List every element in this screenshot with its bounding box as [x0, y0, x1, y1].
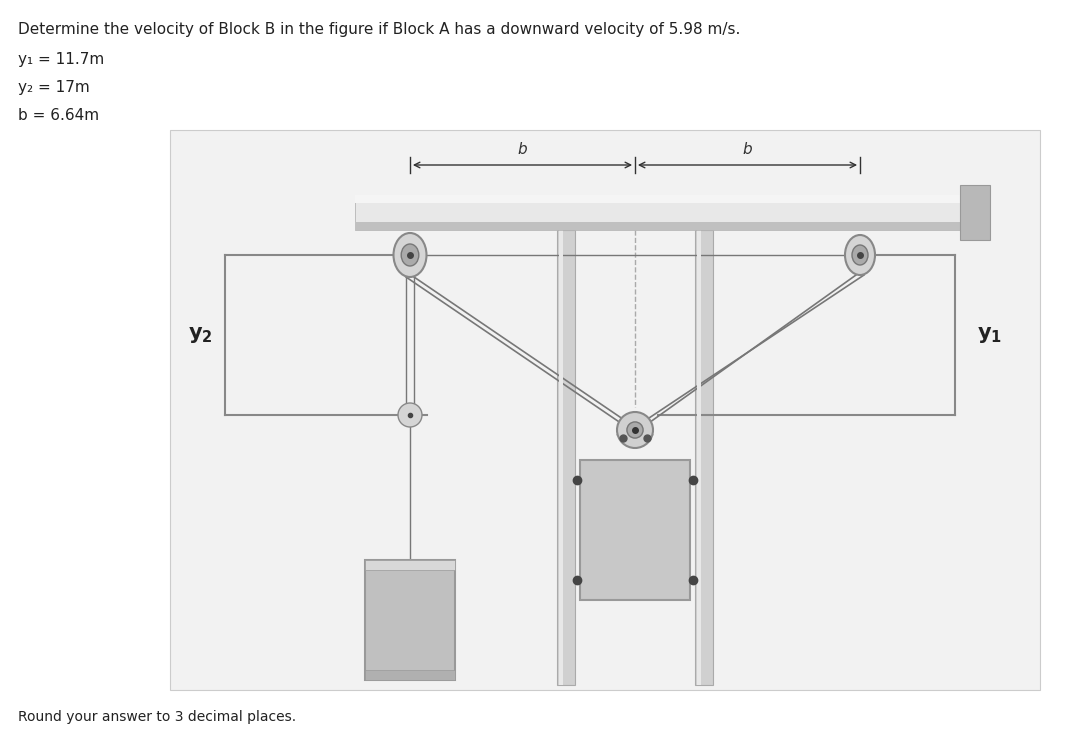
Ellipse shape: [399, 403, 422, 427]
Bar: [365, 560, 455, 680]
Bar: [557, 230, 575, 685]
Text: b: b: [517, 142, 527, 157]
Ellipse shape: [845, 235, 875, 275]
Text: A: A: [629, 520, 642, 539]
Bar: [355, 222, 960, 230]
Text: b = 6.64m: b = 6.64m: [18, 108, 99, 123]
Bar: [365, 560, 455, 570]
Circle shape: [626, 422, 643, 438]
Text: B: B: [403, 610, 417, 629]
Bar: [960, 185, 990, 240]
Circle shape: [617, 412, 653, 448]
Bar: [365, 670, 455, 680]
Ellipse shape: [401, 244, 419, 266]
Polygon shape: [617, 412, 653, 435]
Ellipse shape: [393, 233, 427, 277]
Text: $\mathbf{y_1}$: $\mathbf{y_1}$: [977, 325, 1002, 345]
Text: $\mathbf{y_2}$: $\mathbf{y_2}$: [188, 325, 213, 345]
Bar: [170, 130, 1040, 690]
Bar: [355, 195, 960, 230]
Text: Determine the velocity of Block B in the figure if Block A has a downward veloci: Determine the velocity of Block B in the…: [18, 22, 741, 37]
Text: Round your answer to 3 decimal places.: Round your answer to 3 decimal places.: [18, 710, 296, 724]
Text: b: b: [742, 142, 752, 157]
Bar: [355, 195, 960, 203]
Bar: [696, 230, 713, 685]
Text: y₁ = 11.7m: y₁ = 11.7m: [18, 52, 105, 67]
Ellipse shape: [852, 245, 868, 265]
Bar: [697, 230, 701, 685]
Bar: [559, 230, 563, 685]
Bar: [580, 460, 690, 600]
Text: y₂ = 17m: y₂ = 17m: [18, 80, 90, 95]
